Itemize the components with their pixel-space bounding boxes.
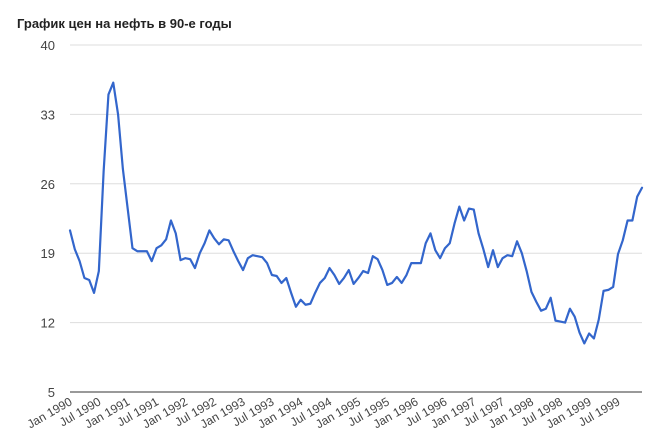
y-tick-label: 19 (41, 246, 55, 261)
gridlines (70, 44, 642, 324)
chart-title: График цен на нефть в 90-е годы (17, 16, 232, 31)
series-layer (68, 81, 644, 345)
y-tick-label: 5 (48, 385, 55, 400)
y-tick-label: 33 (41, 107, 55, 122)
y-tick-label: 40 (41, 38, 55, 53)
y-tick-label: 12 (41, 316, 55, 331)
y-tick-label: 26 (41, 177, 55, 192)
series-line-oil-price (68, 81, 644, 345)
y-axis-labels: 5 12 19 26 33 40 (41, 38, 55, 400)
